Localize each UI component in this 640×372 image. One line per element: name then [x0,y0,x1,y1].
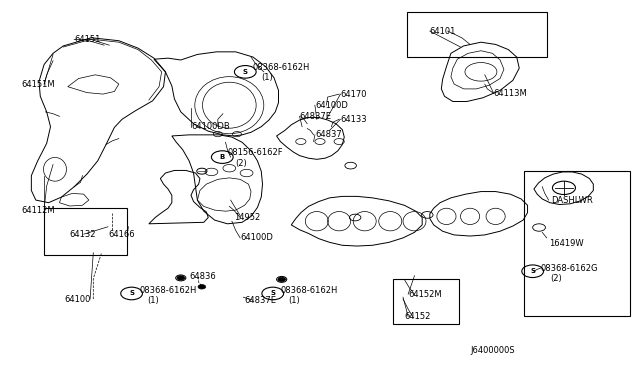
Text: 64151M: 64151M [21,80,55,89]
Text: (1): (1) [288,296,300,305]
Text: 64100D: 64100D [240,233,273,243]
Circle shape [278,277,285,282]
Text: DASHLWR: DASHLWR [551,196,593,205]
Text: (2): (2) [236,158,248,167]
Text: 64101: 64101 [430,26,456,36]
Text: 64166: 64166 [108,230,134,239]
Text: 64100: 64100 [65,295,91,304]
Text: 08368-6162H: 08368-6162H [280,286,338,295]
Text: 08368-6162H: 08368-6162H [140,286,197,295]
Circle shape [177,276,184,280]
Text: 64170: 64170 [340,90,367,99]
Text: 64100D: 64100D [315,101,348,110]
Text: 64836: 64836 [189,272,216,281]
Text: (1): (1) [261,73,273,82]
Bar [408,12,547,57]
Text: S: S [530,268,535,274]
Text: S: S [243,69,248,75]
Bar [524,171,630,317]
Text: S: S [129,291,134,296]
Text: 14952: 14952 [234,213,260,222]
Text: 16419W: 16419W [548,239,583,248]
Text: 64837E: 64837E [244,296,276,305]
Text: 64132: 64132 [70,230,96,239]
Text: 64152: 64152 [404,312,431,321]
Text: S: S [270,291,275,296]
Text: 64113M: 64113M [493,89,527,98]
Circle shape [198,285,205,289]
Text: (1): (1) [148,296,159,305]
Text: 64837E: 64837E [300,112,332,121]
Text: J6400000S: J6400000S [470,346,515,355]
Text: 64100DB: 64100DB [191,122,230,131]
Text: 64151: 64151 [74,35,100,44]
Text: 64152M: 64152M [408,290,442,299]
Text: 08368-6162H: 08368-6162H [253,63,310,72]
Text: 64837: 64837 [315,130,342,140]
Bar [394,279,460,324]
Text: 64112M: 64112M [21,206,55,215]
Text: B: B [220,154,225,160]
Text: 08156-6162F: 08156-6162F [227,148,283,157]
Text: (2): (2) [550,274,562,283]
Bar [44,208,127,254]
Text: 64133: 64133 [340,115,367,124]
Text: 08368-6162G: 08368-6162G [540,264,598,273]
